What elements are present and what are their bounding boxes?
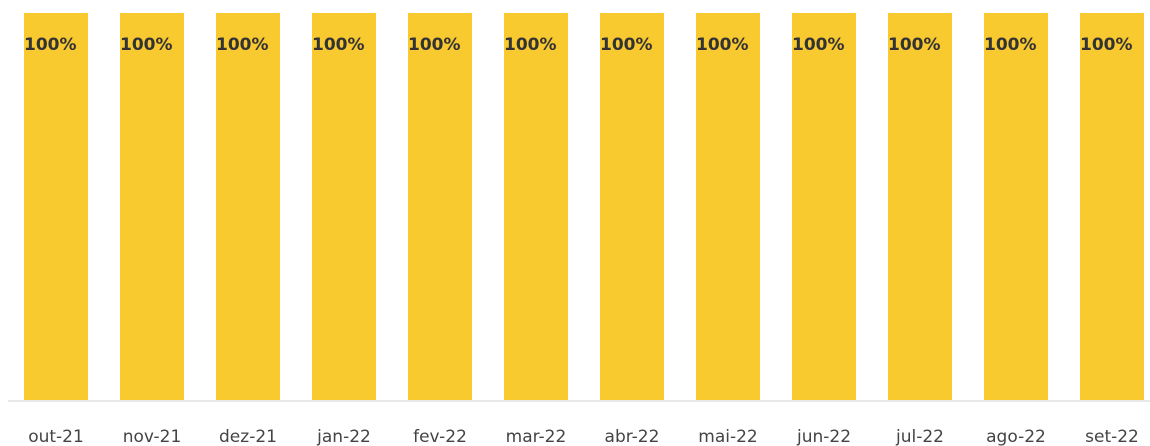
data-label: 100% xyxy=(216,35,269,55)
data-label: 100% xyxy=(312,35,365,55)
data-label: 100% xyxy=(504,35,557,55)
bar xyxy=(408,13,472,400)
x-tick-label: ago-22 xyxy=(986,427,1046,446)
bar xyxy=(888,13,952,400)
x-tick-label: jun-22 xyxy=(796,427,851,446)
x-tick-label: out-21 xyxy=(28,427,84,446)
x-tick-label: set-22 xyxy=(1085,427,1139,446)
x-tick-label: mar-22 xyxy=(506,427,567,446)
bar xyxy=(120,13,184,400)
bar xyxy=(600,13,664,400)
data-label: 100% xyxy=(888,35,941,55)
bar xyxy=(792,13,856,400)
bar xyxy=(24,13,88,400)
bar xyxy=(312,13,376,400)
bar xyxy=(696,13,760,400)
x-tick-label: nov-21 xyxy=(123,427,182,446)
data-label: 100% xyxy=(600,35,653,55)
x-tick-label: jan-22 xyxy=(316,427,371,446)
x-tick-label: jul-22 xyxy=(895,427,944,446)
data-label: 100% xyxy=(408,35,461,55)
data-label: 100% xyxy=(1080,35,1133,55)
data-label: 100% xyxy=(984,35,1037,55)
x-tick-label: dez-21 xyxy=(219,427,277,446)
data-label: 100% xyxy=(24,35,77,55)
bar xyxy=(504,13,568,400)
data-label: 100% xyxy=(120,35,173,55)
data-label: 100% xyxy=(792,35,845,55)
x-tick-label: abr-22 xyxy=(605,427,660,446)
bar xyxy=(1080,13,1144,400)
x-tick-label: mai-22 xyxy=(698,427,757,446)
bar xyxy=(216,13,280,400)
data-label: 100% xyxy=(696,35,749,55)
bar xyxy=(984,13,1048,400)
x-tick-label: fev-22 xyxy=(413,427,467,446)
